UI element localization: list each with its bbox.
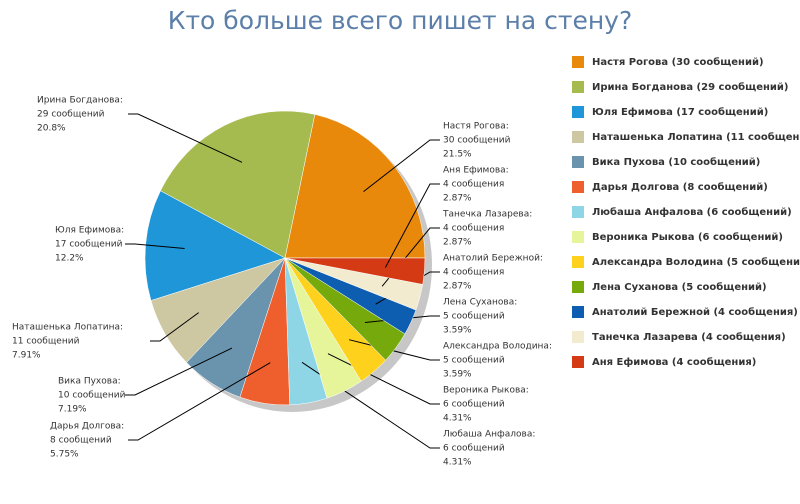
pie-slice	[284, 114, 426, 259]
callout-line	[125, 347, 233, 396]
legend-swatch	[572, 181, 584, 193]
slice-value-label: 5 сообщений	[443, 312, 505, 322]
slice-percent-label: 3.59%	[443, 326, 472, 336]
legend-swatch	[572, 106, 584, 118]
legend-swatch	[572, 56, 584, 68]
legend-label: Анатолий Бережной (4 сообщения)	[592, 306, 798, 318]
slice-value-label: 8 сообщений	[50, 436, 112, 446]
pie-slice	[284, 257, 426, 285]
slice-percent-label: 4.31%	[443, 458, 472, 468]
callout-line	[125, 243, 185, 249]
slice-percent-label: 7.19%	[58, 405, 87, 415]
legend-label: Аня Ефимова (4 сообщения)	[592, 356, 756, 368]
legend-swatch	[572, 206, 584, 218]
slice-label: Ирина Богданова:	[37, 96, 123, 106]
callout-line	[128, 362, 271, 441]
legend-label: Александра Володина (5 сообщений)	[592, 256, 800, 268]
slice-value-label: 6 сообщений	[443, 400, 505, 410]
slice-label: Наташенька Лопатина:	[12, 323, 123, 333]
slice-percent-label: 7.91%	[12, 351, 41, 361]
legend-swatch	[572, 331, 584, 343]
chart-title: Кто больше всего пишет на стену?	[168, 6, 633, 35]
legend-label: Ирина Богданова (29 сообщений)	[592, 81, 789, 93]
legend-label: Наташенька Лопатина (11 сообщений)	[592, 131, 800, 143]
slice-label: Лена Суханова:	[443, 298, 517, 308]
slice-percent-label: 2.87%	[443, 238, 472, 248]
legend-label: Вероника Рыкова (6 сообщений)	[592, 231, 783, 243]
pie-slice	[160, 110, 316, 259]
callout-line	[384, 183, 440, 268]
slice-label: Анатолий Бережной:	[443, 254, 543, 264]
slice-label: Александра Володина:	[443, 342, 552, 352]
slice-value-label: 4 сообщения	[443, 180, 504, 190]
slice-value-label: 11 сообщений	[12, 337, 80, 347]
legend-swatch	[572, 156, 584, 168]
legend-swatch	[572, 356, 584, 368]
legend-label: Настя Рогова (30 сообщений)	[592, 56, 764, 68]
slice-value-label: 4 сообщения	[443, 224, 504, 234]
slice-value-label: 6 сообщений	[443, 444, 505, 454]
legend-swatch	[572, 131, 584, 143]
slice-label: Любаша Анфалова:	[443, 430, 535, 440]
callout-line	[128, 113, 243, 163]
callout-line	[150, 312, 199, 342]
legend-swatch	[572, 306, 584, 318]
slice-percent-label: 12.2%	[55, 254, 84, 264]
slice-percent-label: 2.87%	[443, 194, 472, 204]
callout-line	[363, 139, 440, 193]
legend-label: Вика Пухова (10 сообщений)	[592, 156, 760, 168]
slice-percent-label: 20.8%	[37, 124, 66, 134]
slice-percent-label: 2.87%	[443, 282, 472, 292]
slice-value-label: 30 сообщений	[443, 136, 511, 146]
legend-swatch	[572, 231, 584, 243]
slice-label: Вероника Рыкова:	[443, 386, 529, 396]
legend-label: Юля Ефимова (17 сообщений)	[592, 106, 768, 118]
slice-percent-label: 21.5%	[443, 150, 472, 160]
legend-label: Любаша Анфалова (6 сообщений)	[592, 206, 792, 218]
slice-value-label: 29 сообщений	[37, 110, 105, 120]
legend-swatch	[572, 281, 584, 293]
slice-label: Аня Ефимова:	[443, 166, 509, 176]
slice-value-label: 4 сообщения	[443, 268, 504, 278]
slice-value-label: 10 сообщений	[58, 391, 126, 401]
slice-label: Дарья Долгова:	[50, 422, 124, 432]
slice-label: Юля Ефимова:	[55, 226, 124, 236]
slice-percent-label: 5.75%	[50, 450, 79, 460]
legend-label: Танечка Лазарева (4 сообщения)	[592, 331, 786, 343]
slice-value-label: 17 сообщений	[55, 240, 123, 250]
legend-label: Лена Суханова (5 сообщений)	[592, 281, 767, 293]
slice-label: Настя Рогова:	[443, 122, 509, 132]
slice-label: Вика Пухова:	[58, 377, 121, 387]
slice-label: Танечка Лазарева:	[442, 210, 532, 220]
legend-label: Дарья Долгова (8 сообщений)	[592, 181, 768, 193]
slice-percent-label: 4.31%	[443, 414, 472, 424]
slice-percent-label: 3.59%	[443, 370, 472, 380]
legend-swatch	[572, 256, 584, 268]
legend-swatch	[572, 81, 584, 93]
slice-value-label: 5 сообщений	[443, 356, 505, 366]
